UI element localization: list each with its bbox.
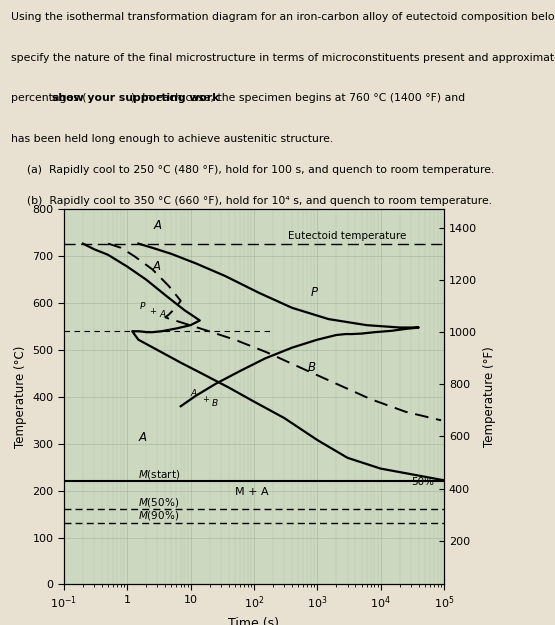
X-axis label: Time (s): Time (s) bbox=[229, 617, 279, 625]
Text: +: + bbox=[201, 394, 209, 404]
Text: Using the isothermal transformation diagram for an iron-carbon alloy of eutectoi: Using the isothermal transformation diag… bbox=[11, 12, 555, 22]
Text: $M$(90%): $M$(90%) bbox=[138, 509, 179, 522]
Text: 50%: 50% bbox=[411, 477, 434, 487]
Text: A: A bbox=[190, 389, 196, 398]
Text: show your supporting work: show your supporting work bbox=[52, 93, 219, 103]
Text: P: P bbox=[311, 286, 318, 299]
Text: A: A bbox=[159, 310, 165, 319]
Text: M + A: M + A bbox=[235, 488, 269, 498]
Text: $M$(start): $M$(start) bbox=[138, 468, 180, 481]
Y-axis label: Temperature (°C): Temperature (°C) bbox=[14, 346, 27, 448]
Text: A: A bbox=[153, 260, 160, 273]
Text: (b)  Rapidly cool to 350 °C (660 °F), hold for 10⁴ s, and quench to room tempera: (b) Rapidly cool to 350 °C (660 °F), hol… bbox=[27, 196, 492, 206]
Text: A: A bbox=[153, 219, 162, 232]
Text: B: B bbox=[212, 399, 218, 408]
Text: percentages (: percentages ( bbox=[11, 93, 87, 103]
Text: +: + bbox=[149, 307, 156, 316]
Text: B: B bbox=[307, 361, 315, 374]
Text: (a)  Rapidly cool to 250 °C (480 °F), hold for 100 s, and quench to room tempera: (a) Rapidly cool to 250 °C (480 °F), hol… bbox=[27, 165, 495, 175]
Text: has been held long enough to achieve austenitic structure.: has been held long enough to achieve aus… bbox=[11, 134, 333, 144]
Y-axis label: Temperature (°F): Temperature (°F) bbox=[482, 346, 496, 448]
Text: Eutectoid temperature: Eutectoid temperature bbox=[288, 231, 407, 241]
Text: ). In each case, the specimen begins at 760 °C (1400 °F) and: ). In each case, the specimen begins at … bbox=[131, 93, 465, 103]
Text: P: P bbox=[140, 302, 145, 311]
Text: specify the nature of the final microstructure in terms of microconstituents pre: specify the nature of the final microstr… bbox=[11, 52, 555, 62]
Text: $M$(50%): $M$(50%) bbox=[138, 496, 179, 509]
Text: A: A bbox=[138, 431, 147, 444]
